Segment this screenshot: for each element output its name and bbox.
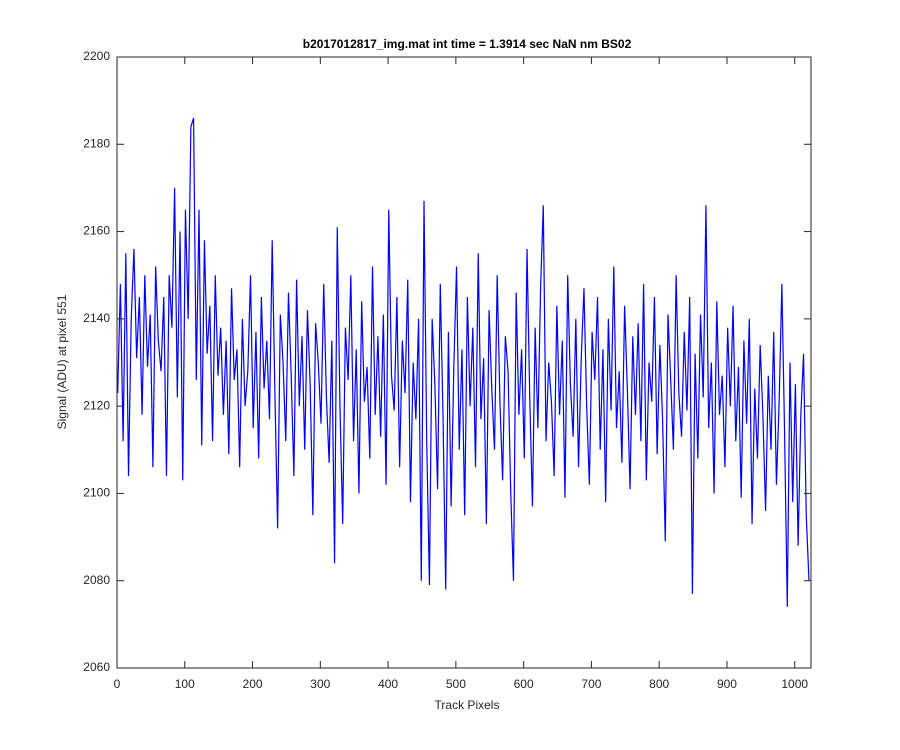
x-tick-label: 800 bbox=[649, 677, 669, 691]
x-tick-label: 700 bbox=[581, 677, 601, 691]
plot-box bbox=[116, 56, 812, 669]
y-tick-label: 2060 bbox=[83, 660, 110, 674]
y-tick-label: 2160 bbox=[83, 224, 110, 238]
y-tick-label: 2140 bbox=[83, 311, 110, 325]
y-tick-label: 2200 bbox=[83, 49, 110, 63]
y-tick-label: 2180 bbox=[83, 136, 110, 150]
y-tick-label: 2080 bbox=[83, 573, 110, 587]
x-tick-label: 300 bbox=[310, 677, 330, 691]
x-tick-label: 0 bbox=[114, 677, 121, 691]
y-axis-label: Signal (ADU) at pixel 551 bbox=[55, 294, 69, 429]
x-tick-label: 200 bbox=[243, 677, 263, 691]
x-tick-label: 900 bbox=[717, 677, 737, 691]
chart-title: b2017012817_img.mat int time = 1.3914 se… bbox=[303, 37, 632, 51]
y-tick-label: 2100 bbox=[83, 486, 110, 500]
x-tick-label: 400 bbox=[378, 677, 398, 691]
data-line bbox=[117, 117, 810, 607]
x-tick-label: 600 bbox=[514, 677, 534, 691]
x-axis-label: Track Pixels bbox=[435, 698, 500, 712]
y-tick-label: 2120 bbox=[83, 398, 110, 412]
x-tick-label: 100 bbox=[175, 677, 195, 691]
x-tick-label: 1000 bbox=[781, 677, 808, 691]
x-tick-label: 500 bbox=[446, 677, 466, 691]
